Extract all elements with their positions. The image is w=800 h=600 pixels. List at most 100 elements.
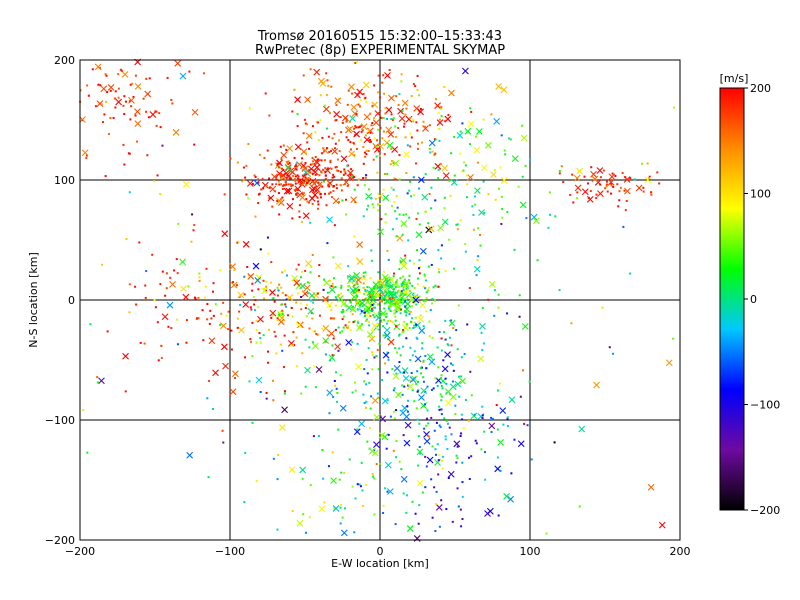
data-point-dot (365, 291, 368, 294)
data-point-cross (326, 389, 334, 397)
data-point-dot (379, 96, 382, 99)
data-point-dot (463, 353, 466, 356)
data-point-dot (417, 522, 420, 525)
data-point-dot (528, 380, 531, 383)
data-point-dot (506, 312, 509, 315)
data-point-dot (428, 192, 431, 195)
data-point-dot (284, 181, 287, 184)
data-point-cross (399, 409, 407, 417)
data-point-cross (326, 301, 333, 309)
data-point-dot (262, 334, 265, 337)
data-point-dot (358, 291, 361, 294)
data-point-dot (642, 186, 645, 189)
data-point-dot (569, 193, 572, 196)
data-point-dot (450, 319, 453, 322)
data-point-dot (301, 352, 304, 355)
data-point-dot (381, 300, 384, 303)
data-point-dot (334, 328, 337, 331)
data-point-dot (365, 153, 368, 156)
data-point-cross (392, 372, 400, 380)
data-point-dot (305, 531, 308, 534)
data-point-dot (287, 160, 290, 163)
data-point-dot (243, 293, 246, 296)
data-point-dot (371, 309, 374, 312)
data-point-cross (399, 256, 407, 264)
data-point-dot (387, 433, 390, 436)
data-point-dot (300, 220, 303, 223)
data-point-dot (222, 441, 225, 444)
data-point-dot (128, 191, 131, 194)
data-point-dot (424, 173, 427, 176)
data-point-dot (229, 157, 232, 160)
data-point-dot (422, 380, 425, 383)
data-point-dot (346, 184, 349, 187)
data-point-dot (424, 354, 427, 357)
data-point-dot (364, 319, 367, 322)
data-point-dot (87, 94, 90, 97)
data-point-dot (425, 417, 428, 420)
data-point-dot (392, 117, 395, 120)
data-point-dot (378, 462, 381, 465)
data-point-dot (365, 149, 368, 152)
data-point-dot (400, 290, 403, 293)
data-point-dot (440, 374, 443, 377)
data-point-dot (500, 134, 503, 137)
data-point-dot (400, 468, 403, 471)
data-point-dot (304, 385, 307, 388)
data-point-dot (384, 221, 387, 224)
data-point-dot (322, 477, 325, 480)
data-point-dot (324, 170, 327, 173)
data-point-dot (451, 364, 454, 367)
data-point-dot (518, 315, 521, 318)
data-point-dot (273, 330, 276, 333)
data-point-dot (624, 209, 627, 212)
data-point-dot (440, 349, 443, 352)
data-point-cross (400, 475, 408, 483)
data-point-cross (385, 126, 393, 134)
data-point-dot (330, 149, 333, 152)
data-point-dot (408, 189, 411, 192)
data-point-dot (360, 124, 363, 127)
data-point-dot (314, 131, 317, 134)
data-point-dot (438, 270, 441, 273)
data-point-cross (96, 100, 104, 108)
data-point-dot (430, 207, 433, 210)
data-point-dot (406, 405, 409, 408)
data-point-dot (354, 295, 357, 298)
data-point-dot (336, 392, 339, 395)
data-point-dot (394, 298, 397, 301)
data-point-cross (346, 125, 354, 133)
data-point-dot (336, 400, 339, 403)
data-point-dot (281, 309, 284, 312)
data-point-dot (124, 390, 127, 393)
data-point-dot (374, 289, 377, 292)
data-point-dot (384, 362, 387, 365)
data-point-cross (313, 68, 321, 76)
data-point-dot (86, 451, 89, 454)
data-point-dot (417, 464, 420, 467)
data-point-dot (364, 289, 367, 292)
data-point-cross (253, 179, 261, 187)
data-point-dot (440, 385, 443, 388)
data-point-cross (386, 142, 394, 149)
data-point-dot (518, 294, 521, 297)
data-point-dot (198, 272, 201, 275)
data-point-dot (267, 252, 270, 255)
data-point-dot (426, 289, 429, 292)
data-point-dot (219, 323, 222, 326)
data-point-dot (117, 73, 120, 76)
data-point-cross (326, 216, 333, 224)
data-point-dot (408, 274, 411, 277)
data-point-dot (398, 213, 401, 216)
data-point-dot (412, 262, 415, 265)
data-point-dot (345, 213, 348, 216)
y-tick-label: 200 (54, 54, 75, 67)
data-point-cross (208, 337, 216, 345)
data-point-dot (460, 432, 463, 435)
data-point-dot (407, 399, 410, 402)
data-point-dot (406, 192, 409, 195)
data-point-dot (317, 138, 320, 141)
data-point-dot (633, 178, 636, 181)
data-point-dot (383, 92, 386, 95)
data-point-cross (511, 155, 519, 163)
